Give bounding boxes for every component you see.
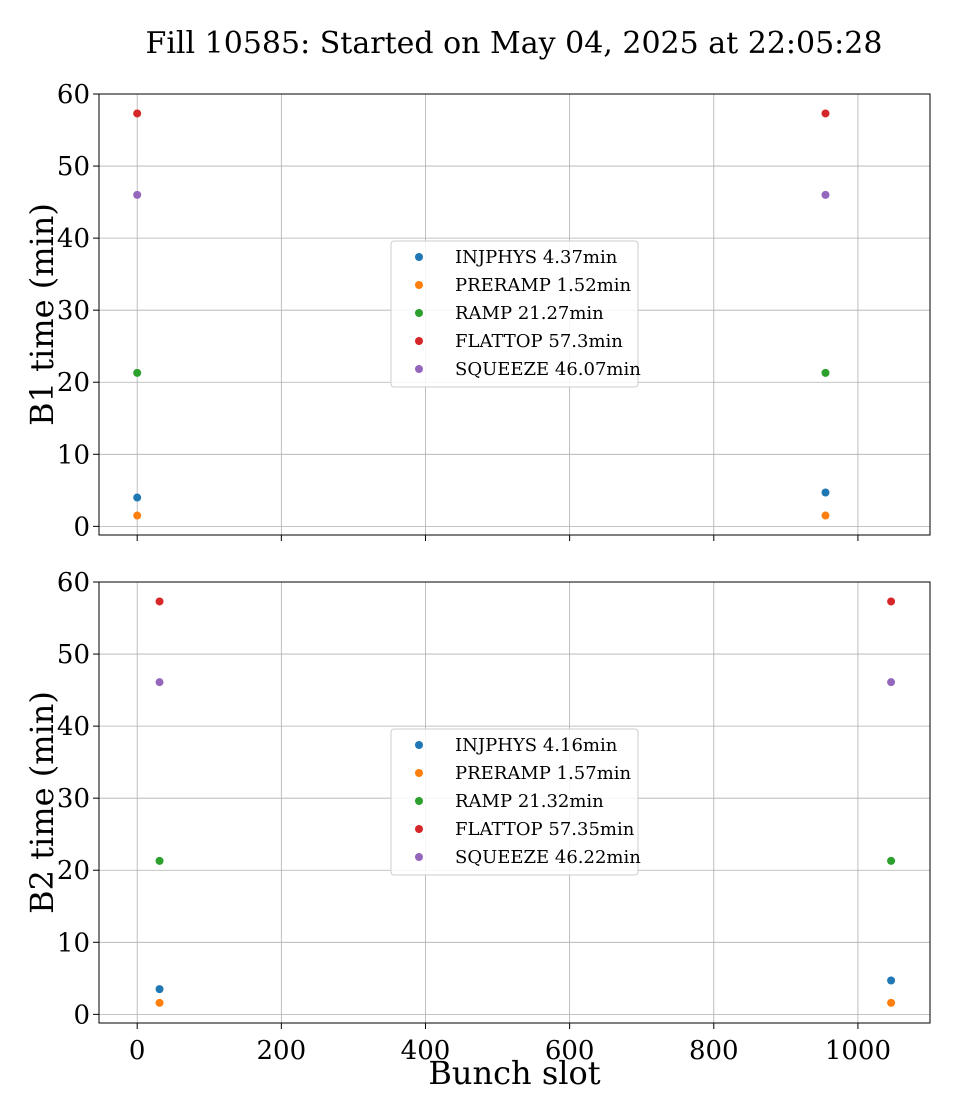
x-tick-label: 400 [401,1036,451,1066]
data-point [821,488,830,497]
panels: 0 10 20 30 40 50 60 B1 time (min) INJPHYS 4.37mi… [23,80,931,1092]
y-tick-label: 0 [73,1000,90,1030]
y-tick-label: 10 [57,928,90,958]
data-point [133,493,142,502]
axes-frame [98,581,931,1024]
legend: INJPHYS 4.37min PRERAMP 1.52min RAMP 21.27… [390,240,641,388]
y-tick-label: 20 [57,856,90,886]
chart-title: Fill 10585: Started on May 04, 2025 at 2… [146,26,883,61]
legend-marker [415,741,423,749]
y-tick-label: 60 [57,80,90,110]
data-point [887,998,896,1007]
panel-2: 0 200 400 600 800 1000 0 10 20 30 40 50 60 B2 time (m… [23,568,931,1092]
legend-marker [415,337,423,345]
legend: INJPHYS 4.16min PRERAMP 1.57min RAMP 21.32… [390,728,641,876]
legend-marker [415,253,423,261]
data-point [821,511,830,520]
x-tick-label: 800 [689,1036,739,1066]
data-point [155,998,164,1007]
legend-label: FLATTOP 57.35min [455,819,635,840]
data-point [821,190,830,199]
data-point [821,368,830,377]
data-point [155,597,164,606]
legend-marker [415,853,423,861]
data-point [887,678,896,687]
legend-label: PRERAMP 1.52min [455,275,632,296]
y-tick-label: 40 [57,712,90,742]
legend-label: RAMP 21.27min [455,303,604,324]
panel-1: 0 10 20 30 40 50 60 B1 time (min) INJPHYS 4.37mi… [23,80,931,542]
x-tick-label: 0 [129,1036,146,1066]
data-point [133,368,142,377]
legend-box [390,728,639,876]
legend-label: INJPHYS 4.16min [455,735,618,756]
legend-marker [415,365,423,373]
data-point [821,109,830,118]
legend-label: FLATTOP 57.3min [455,331,623,352]
y-tick-label: 30 [57,296,90,326]
y-tick-label: 30 [57,784,90,814]
legend-marker [415,281,423,289]
data-point [133,190,142,199]
legend-label: INJPHYS 4.37min [455,247,618,268]
legend-marker [415,825,423,833]
data-point [133,511,142,520]
y-tick-label: 10 [57,440,90,470]
legend-label: SQUEEZE 46.07min [455,359,641,380]
y-tick-label: 40 [57,224,90,254]
data-point [155,856,164,865]
axes-frame [98,93,931,536]
y-axis-label: B2 time (min) [23,691,61,914]
legend-label: RAMP 21.32min [455,791,604,812]
legend-label: PRERAMP 1.57min [455,763,632,784]
data-point [155,678,164,687]
y-tick-label: 60 [57,568,90,598]
legend-marker [415,769,423,777]
legend-label: SQUEEZE 46.22min [455,847,641,868]
legend-box [390,240,639,388]
y-axis-label: B1 time (min) [23,203,61,426]
data-point [133,109,142,118]
legend-marker [415,797,423,805]
data-point [887,597,896,606]
y-tick-label: 50 [57,640,90,670]
x-tick-label: 1000 [825,1036,891,1066]
x-tick-label: 600 [545,1036,595,1066]
y-tick-label: 50 [57,152,90,182]
data-point [887,976,896,985]
x-tick-label: 200 [257,1036,307,1066]
legend-marker [415,309,423,317]
y-tick-label: 20 [57,368,90,398]
data-point [887,856,896,865]
y-tick-label: 0 [73,512,90,542]
data-point [155,985,164,994]
x-axis-label: Bunch slot [428,1054,600,1092]
